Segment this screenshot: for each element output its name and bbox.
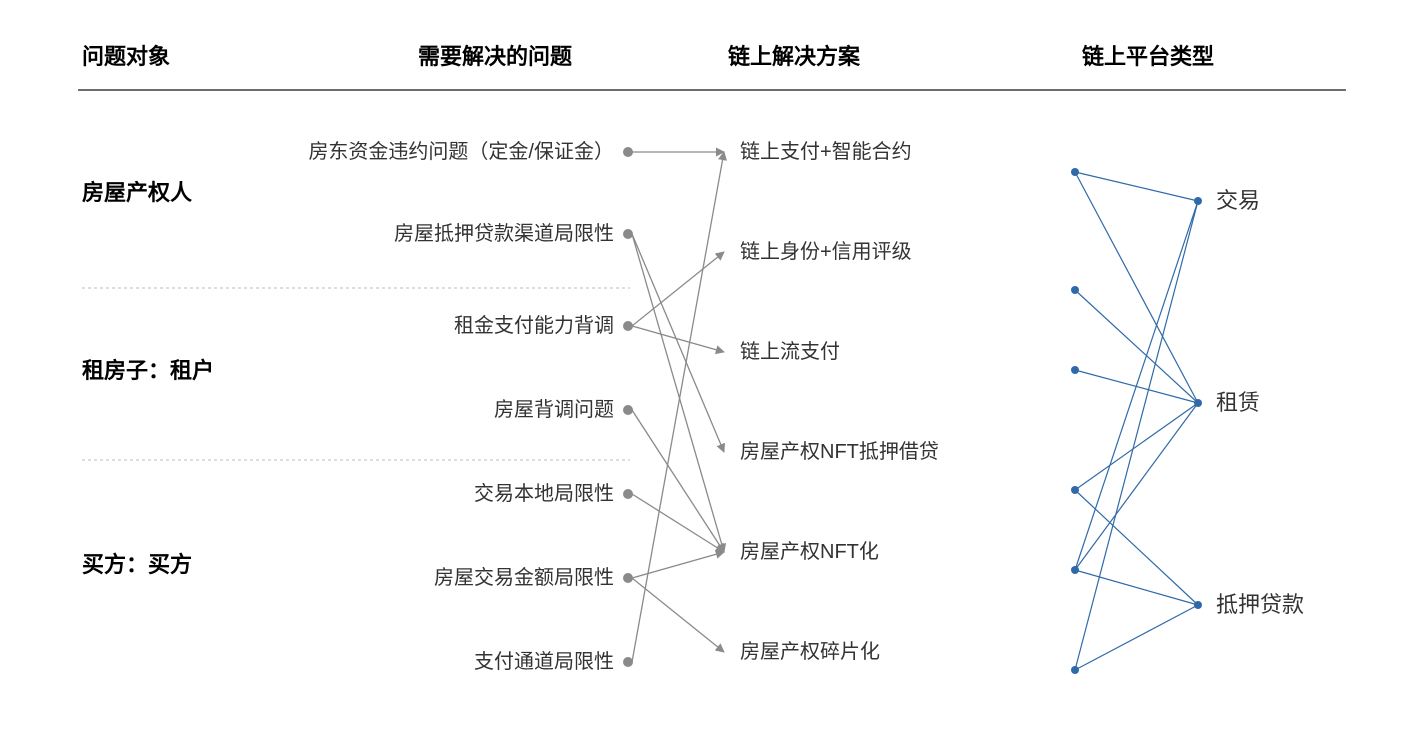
problem-label: 房屋背调问题 [494, 398, 614, 421]
column-header: 需要解决的问题 [418, 44, 573, 69]
problem-label: 支付通道局限性 [474, 650, 614, 673]
solution-label: 链上支付+智能合约 [740, 140, 912, 163]
problem-to-solution-edge [632, 552, 724, 578]
problem-label: 租金支付能力背调 [454, 314, 614, 337]
problem-node-dot [623, 321, 633, 331]
problem-label: 房屋交易金额局限性 [434, 566, 614, 589]
diagram-root: { "canvas": { "width": 1424, "height": 7… [0, 0, 1424, 742]
diagram-svg: 问题对象需要解决的问题链上解决方案链上平台类型房屋产权人租房子：租户买方：买方房… [0, 0, 1424, 742]
problem-node-dot [623, 229, 633, 239]
column-header: 链上平台类型 [1082, 44, 1214, 69]
platform-label: 交易 [1216, 188, 1260, 213]
problem-node-dot [623, 405, 633, 415]
problem-node-dot [623, 489, 633, 499]
solution-label: 链上身份+信用评级 [740, 240, 912, 263]
solution-to-platform-edge [1075, 403, 1198, 570]
subject-label: 买方：买方 [82, 552, 192, 577]
solution-label: 房屋产权NFT抵押借贷 [740, 440, 939, 463]
problem-to-solution-edge [632, 252, 724, 326]
problem-to-solution-edge [632, 234, 724, 452]
problem-node-dot [623, 573, 633, 583]
solution-to-platform-edge [1075, 172, 1198, 201]
solution-to-platform-edge [1075, 172, 1198, 403]
subject-label: 租房子：租户 [82, 358, 214, 383]
problem-to-solution-edge [632, 234, 724, 552]
column-header: 问题对象 [82, 44, 170, 69]
solution-label: 房屋产权碎片化 [740, 640, 880, 663]
problem-node-dot [623, 657, 633, 667]
solution-to-platform-edge [1075, 605, 1198, 670]
problem-label: 房东资金违约问题（定金/保证金） [308, 140, 614, 163]
solution-to-platform-edge [1075, 403, 1198, 490]
column-header: 链上解决方案 [728, 44, 861, 69]
solution-label: 房屋产权NFT化 [740, 540, 879, 563]
problem-label: 交易本地局限性 [474, 482, 614, 505]
problem-to-solution-edge [632, 326, 724, 352]
problem-to-solution-edge [632, 410, 724, 552]
solution-label: 链上流支付 [740, 340, 840, 363]
platform-label: 抵押贷款 [1216, 592, 1304, 617]
platform-label: 租赁 [1216, 390, 1260, 415]
problem-node-dot [623, 147, 633, 157]
problem-to-solution-edge [632, 152, 724, 662]
problem-label: 房屋抵押贷款渠道局限性 [394, 222, 614, 245]
subject-label: 房屋产权人 [82, 180, 192, 205]
